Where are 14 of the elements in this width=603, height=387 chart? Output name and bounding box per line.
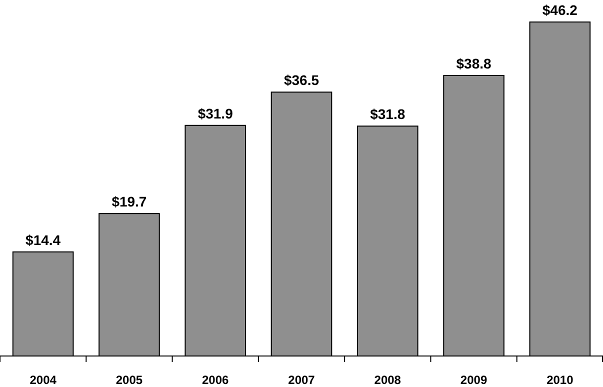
x-tick-label: 2006 — [202, 373, 230, 387]
x-tick-label: 2008 — [374, 373, 402, 387]
data-label: $38.8 — [456, 56, 492, 72]
x-tick-label: 2010 — [546, 373, 574, 387]
x-tick-label: 2007 — [288, 373, 316, 387]
x-tick-label: 2005 — [116, 373, 143, 387]
data-label: $31.9 — [198, 105, 234, 122]
data-label: $31.8 — [370, 106, 406, 122]
x-tick-label: 2009 — [460, 373, 488, 387]
data-label: $36.5 — [284, 72, 320, 88]
data-label: $19.7 — [112, 194, 147, 210]
data-label: $46.2 — [542, 2, 578, 18]
data-label: $14.4 — [26, 232, 61, 248]
x-tick-label: 2004 — [30, 373, 57, 387]
